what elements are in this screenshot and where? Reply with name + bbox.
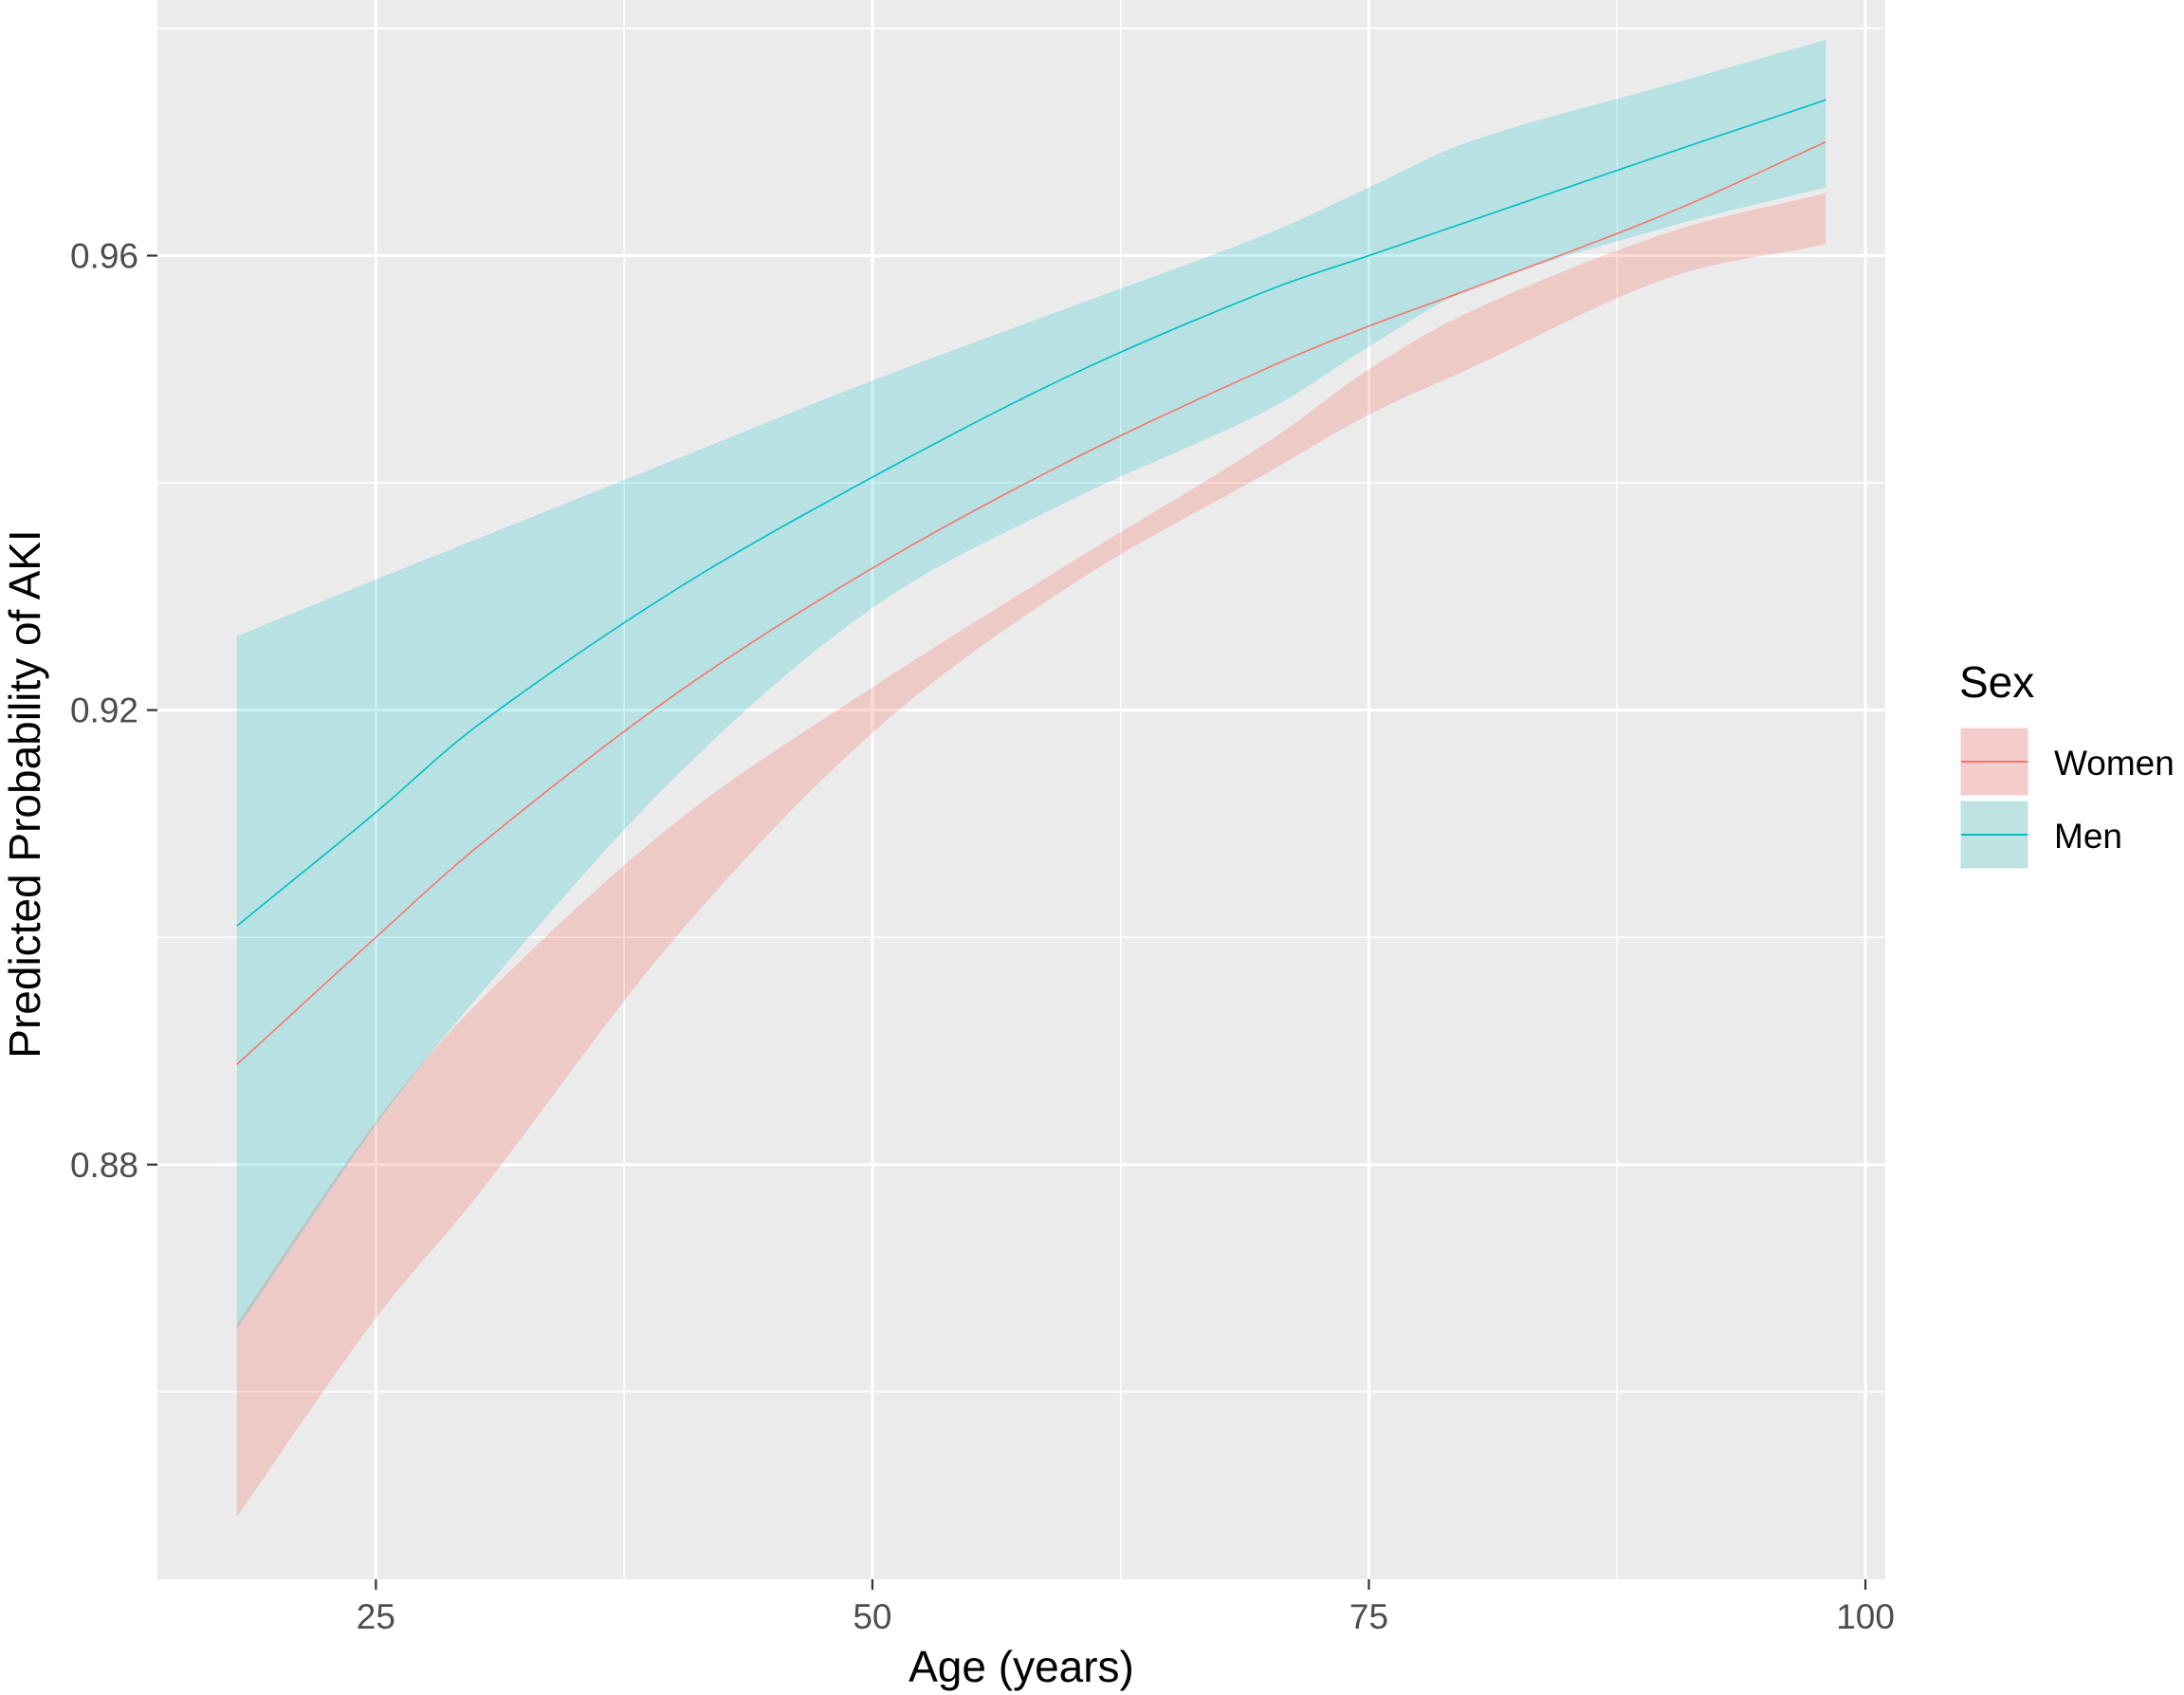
y-tick-label: 0.88 — [70, 1146, 138, 1185]
x-axis: 25 50 75 100 — [357, 1579, 1895, 1636]
x-tick-label: 100 — [1836, 1597, 1895, 1636]
grid-major — [157, 0, 1885, 1579]
y-axis-title: Predicted Probability of AKI — [0, 529, 49, 1058]
x-tick-label: 50 — [853, 1597, 891, 1636]
y-tick-label: 0.96 — [70, 237, 138, 276]
grid-minor — [157, 0, 1885, 1579]
legend-label-men: Men — [2054, 817, 2122, 856]
line-men — [236, 99, 1826, 927]
y-tick-label: 0.92 — [70, 691, 138, 730]
x-tick-label: 25 — [357, 1597, 395, 1636]
ribbon-men — [236, 39, 1826, 1330]
x-axis-title: Age (years) — [908, 1642, 1134, 1691]
legend-title: Sex — [1959, 657, 2034, 707]
y-axis: 0.88 0.92 0.96 — [70, 237, 157, 1185]
plot-panel — [157, 0, 1885, 1579]
series-lines — [236, 99, 1826, 1065]
legend-label-women: Women — [2054, 744, 2175, 783]
x-tick-label: 75 — [1349, 1597, 1388, 1636]
legend: Sex Women Men — [1957, 657, 2175, 872]
confidence-ribbons — [236, 39, 1826, 1518]
line-women — [236, 141, 1826, 1065]
